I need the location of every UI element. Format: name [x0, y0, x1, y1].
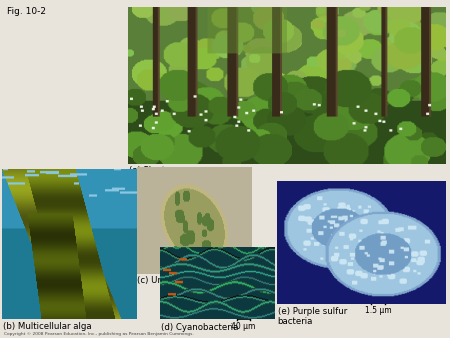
Text: 1.5 µm: 1.5 µm: [364, 306, 392, 315]
Text: Copyright © 2008 Pearson Education, Inc., publishing as Pearson Benjamin Cumming: Copyright © 2008 Pearson Education, Inc.…: [4, 332, 194, 336]
Text: Fig. 10-2: Fig. 10-2: [7, 7, 46, 17]
Text: (b) Multicellular alga: (b) Multicellular alga: [3, 322, 92, 331]
Text: (d) Cyanobacteria: (d) Cyanobacteria: [161, 323, 238, 332]
Text: 10 µm: 10 µm: [209, 276, 233, 285]
Text: (c) Unicellular protist: (c) Unicellular protist: [137, 276, 228, 285]
Text: 40 µm: 40 µm: [231, 322, 256, 332]
Text: (a) Plants: (a) Plants: [129, 166, 170, 175]
Text: (e) Purple sulfur
bacteria: (e) Purple sulfur bacteria: [278, 307, 347, 326]
